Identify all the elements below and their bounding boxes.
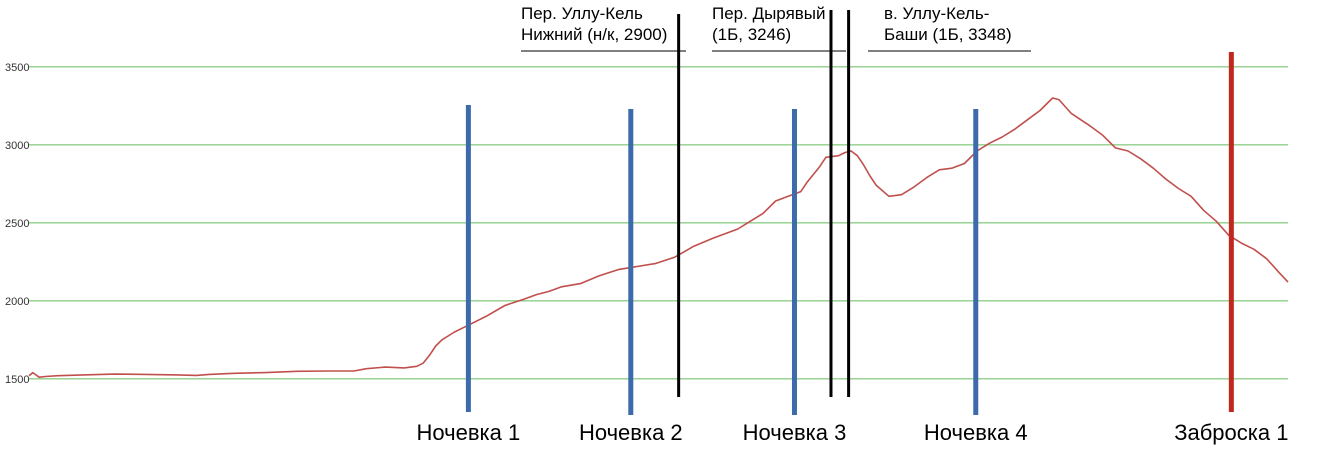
pass-label-2-line-2: (1Б, 3246) xyxy=(712,25,791,44)
y-tick-label-2000: 2000 xyxy=(5,296,29,308)
grid-lines xyxy=(29,66,1288,380)
cache-label: Заброска 1 xyxy=(1174,420,1288,445)
elevation-line-0 xyxy=(28,97,1289,378)
pass-markers: Пер. Уллу-Кель Нижний (н/к, 2900) Пер. Дыр… xyxy=(521,4,1031,397)
camp-markers: Ночевка 1 Ночевка 2 Ночевка 3 Ночевка 4 Забр… xyxy=(417,52,1288,445)
pass-label-2-line-1: Пер. Дырявый xyxy=(712,4,826,23)
camp-label-2: Ночевка 2 xyxy=(579,420,683,445)
camp-label-1: Ночевка 1 xyxy=(417,420,521,445)
y-tick-label-1500: 1500 xyxy=(5,374,29,386)
camp-label-4: Ночевка 4 xyxy=(924,420,1028,445)
pass-label-3-line-2: Баши (1Б, 3348) xyxy=(884,25,1012,44)
pass-label-1-line-1: Пер. Уллу-Кель xyxy=(521,4,643,23)
pass-label-1-line-2: Нижний (н/к, 2900) xyxy=(521,25,667,44)
y-axis-tick-labels: 1500 2000 2500 3000 3500 xyxy=(5,62,29,386)
y-tick-label-2500: 2500 xyxy=(5,218,29,230)
y-tick-label-3500: 3500 xyxy=(5,62,29,74)
pass-label-3-line-1: в. Уллу-Кель- xyxy=(884,4,989,23)
elevation-series xyxy=(28,97,1289,378)
y-tick-label-3000: 3000 xyxy=(5,140,29,152)
camp-label-3: Ночевка 3 xyxy=(743,420,847,445)
